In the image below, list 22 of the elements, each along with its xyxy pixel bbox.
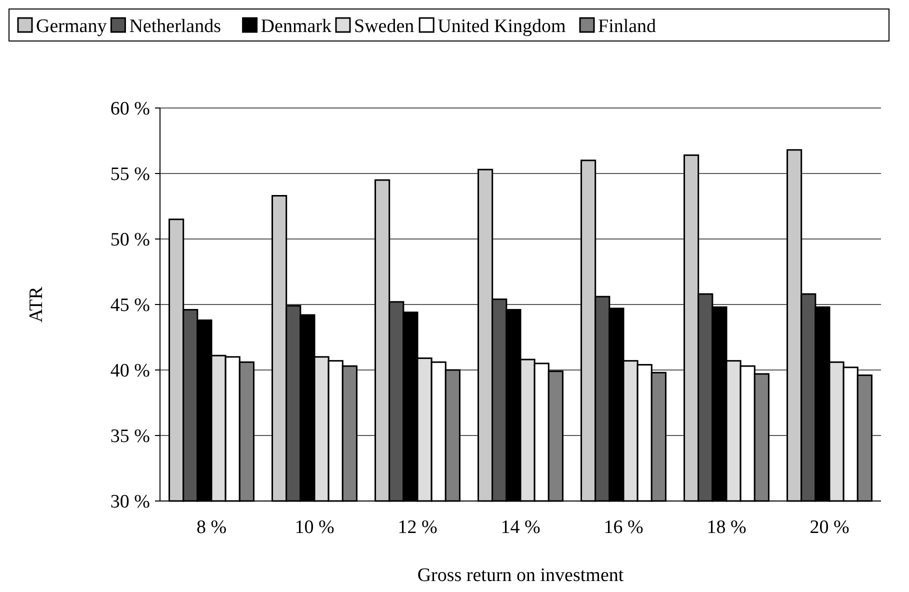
x-tick-label: 8 %	[196, 517, 227, 538]
legend-label: Denmark	[260, 16, 332, 37]
x-tick-label: 20 %	[810, 517, 850, 538]
x-tick-label: 12 %	[398, 517, 438, 538]
x-tick-label: 16 %	[604, 517, 644, 538]
y-tick-label: 60 %	[110, 98, 150, 120]
y-axis-title: ATR	[26, 286, 47, 322]
x-axis-title: Gross return on investment	[417, 565, 624, 586]
y-tick-label: 35 %	[110, 426, 150, 448]
legend-label: Finland	[598, 16, 657, 37]
x-tick-label: 14 %	[500, 517, 540, 538]
y-tick-label: 55 %	[110, 164, 150, 186]
y-tick-label: 45 %	[110, 295, 150, 316]
y-tick-label: 30 %	[110, 492, 150, 513]
x-tick-label: 18 %	[706, 517, 746, 538]
legend-label: Netherlands	[129, 16, 222, 37]
x-tick-label: 10 %	[294, 517, 334, 538]
y-tick-label: 40 %	[110, 360, 150, 382]
legend-label: Sweden	[354, 16, 415, 37]
legend-label: United Kingdom	[438, 16, 566, 37]
legend-label: Germany	[36, 16, 108, 37]
y-tick-label: 50 %	[110, 230, 150, 251]
